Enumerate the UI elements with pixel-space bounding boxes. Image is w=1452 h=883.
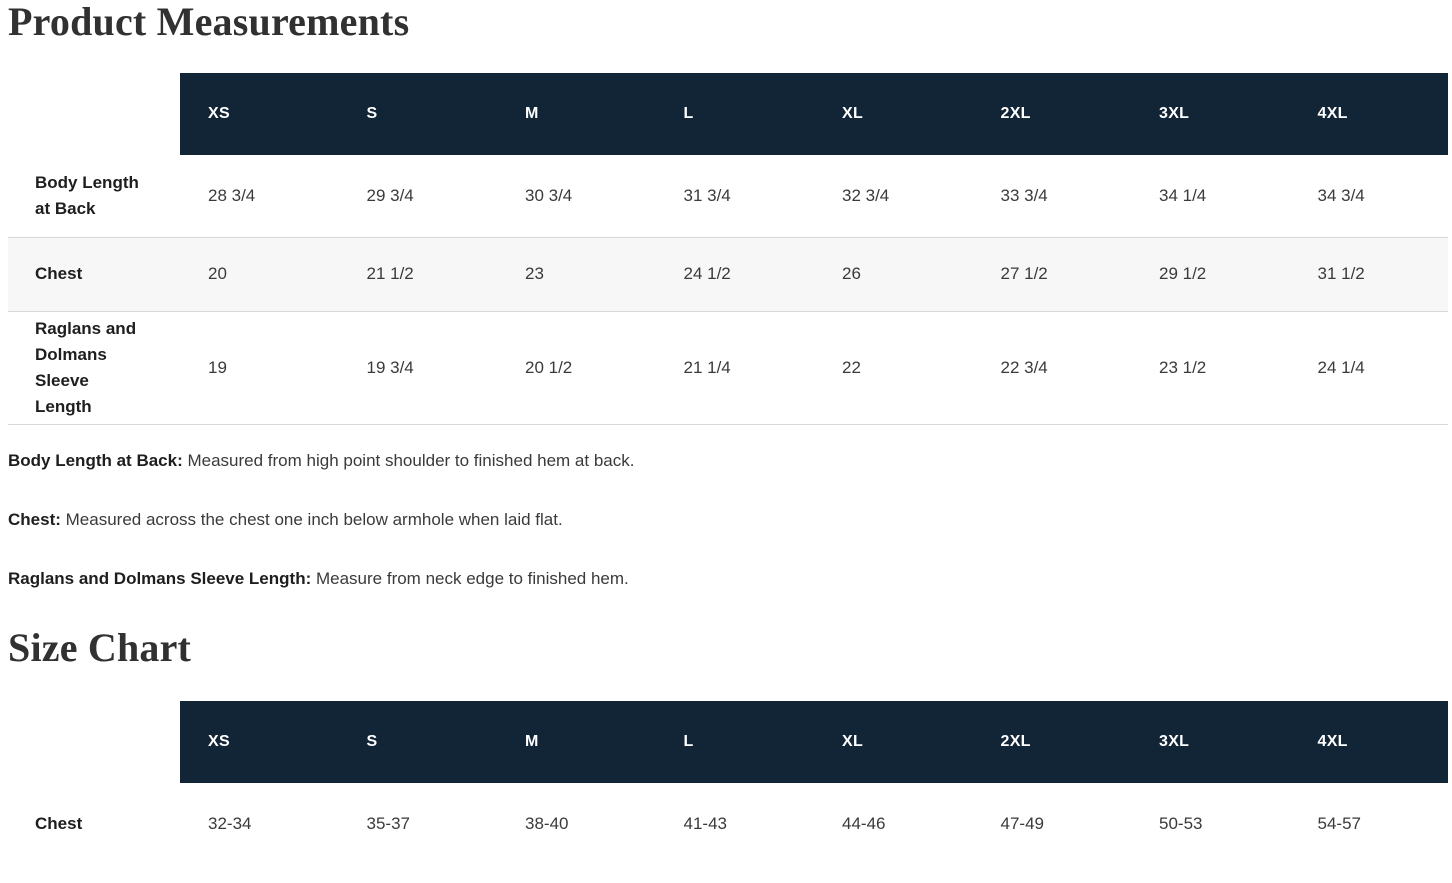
table-row-body-length-at-back: Body Length at Back 28 3/4 29 3/4 30 3/4… [8, 155, 1448, 237]
row-label: Raglans and Dolmans Sleeve Length [8, 311, 180, 425]
measurement-cell: 21 1/2 [338, 236, 497, 312]
measurement-cell: 24 1/2 [655, 236, 814, 312]
measurement-cell: 19 [180, 311, 339, 425]
size-column-header-xs: XS [180, 700, 339, 783]
table-row-chest-range: Chest 32-34 35-37 38-40 41-43 44-46 47-4… [8, 783, 1448, 865]
size-range-cell: 32-34 [208, 813, 252, 833]
measurement-cell: 20 1/2 [497, 311, 656, 425]
size-column-header-2xl: 2XL [972, 700, 1131, 783]
size-column-header-2xl: 2XL [972, 73, 1131, 155]
product-measurements-table: XS S M L XL 2XL 3XL 4XL Body Length at B… [8, 73, 1448, 425]
row-label: Chest [8, 236, 180, 312]
table-row-raglans-dolmans-sleeve-length: Raglans and Dolmans Sleeve Length 19 19 … [8, 311, 1448, 425]
size-range-cell: 41-43 [683, 813, 727, 833]
measurement-cell: 21 1/4 [655, 311, 814, 425]
size-column-header-s: S [338, 73, 497, 155]
note-body-length-at-back: Body Length at Back: Measured from high … [8, 449, 1452, 473]
size-column-header-s: S [338, 700, 497, 783]
table-row-chest: Chest 20 21 1/2 23 24 1/2 26 27 1/2 29 1… [8, 236, 1448, 312]
note-definition: Measured across the chest one inch below… [65, 509, 563, 529]
size-column-header-3xl: 3XL [1131, 700, 1290, 783]
measurement-cell: 26 [814, 236, 973, 312]
row-label: Chest [35, 813, 83, 833]
size-column-header-4xl: 4XL [1289, 700, 1448, 783]
measurement-cell: 29 3/4 [366, 185, 414, 205]
measurement-cell: 23 1/2 [1131, 311, 1290, 425]
size-range-cell: 44-46 [842, 813, 886, 833]
product-measurements-section: Product Measurements XS S M L XL 2XL 3XL… [8, 0, 1452, 591]
measurement-cell: 30 3/4 [525, 185, 573, 205]
measurement-cell: 24 1/4 [1289, 311, 1448, 425]
measurement-cell: 33 3/4 [1000, 185, 1048, 205]
measurement-cell: 19 3/4 [338, 311, 497, 425]
size-column-header-3xl: 3XL [1131, 73, 1290, 155]
measurement-cell: 23 [497, 236, 656, 312]
size-header-row: XS S M L XL 2XL 3XL 4XL [8, 700, 1448, 783]
size-column-header-xs: XS [180, 73, 339, 155]
note-term: Raglans and Dolmans Sleeve Length: [8, 568, 312, 588]
measurement-cell: 32 3/4 [842, 185, 890, 205]
size-column-header-l: L [655, 73, 814, 155]
product-measurements-title: Product Measurements [8, 0, 410, 44]
measurement-cell: 27 1/2 [972, 236, 1131, 312]
note-definition: Measured from high point shoulder to fin… [187, 450, 635, 470]
measurement-cell: 29 1/2 [1131, 236, 1290, 312]
size-range-cell: 50-53 [1159, 813, 1203, 833]
size-column-header-xl: XL [814, 73, 973, 155]
measurement-cell: 20 [180, 236, 339, 312]
measurement-cell: 34 1/4 [1159, 185, 1207, 205]
size-column-header-4xl: 4XL [1289, 73, 1448, 155]
note-definition: Measure from neck edge to finished hem. [315, 568, 629, 588]
measurement-cell: 31 1/2 [1289, 236, 1448, 312]
header-corner-cell [8, 700, 180, 783]
size-column-header-xl: XL [814, 700, 973, 783]
note-term: Body Length at Back: [8, 450, 183, 470]
size-guide-page: Product Measurements XS S M L XL 2XL 3XL… [0, 0, 1452, 865]
measurement-cell: 34 3/4 [1317, 185, 1365, 205]
note-raglans-dolmans-sleeve-length: Raglans and Dolmans Sleeve Length: Measu… [8, 567, 1452, 591]
size-chart-section: Size Chart XS S M L XL 2XL 3XL 4XL [0, 624, 1452, 865]
size-range-cell: 35-37 [366, 813, 410, 833]
measurement-notes: Body Length at Back: Measured from high … [8, 449, 1452, 591]
header-corner-cell [8, 73, 180, 155]
size-range-cell: 54-57 [1317, 813, 1361, 833]
size-column-header-m: M [497, 73, 656, 155]
size-column-header-m: M [497, 700, 656, 783]
size-range-cell: 47-49 [1000, 813, 1044, 833]
note-term: Chest: [8, 509, 61, 529]
size-range-cell: 38-40 [525, 813, 569, 833]
measurement-cell: 22 3/4 [972, 311, 1131, 425]
size-chart-title: Size Chart [8, 624, 192, 670]
row-label: Body Length at Back [35, 172, 139, 218]
size-column-header-l: L [655, 700, 814, 783]
measurement-cell: 31 3/4 [683, 185, 731, 205]
measurement-cell: 22 [814, 311, 973, 425]
measurement-cell: 28 3/4 [208, 185, 256, 205]
size-header-row: XS S M L XL 2XL 3XL 4XL [8, 73, 1448, 155]
size-chart-table: XS S M L XL 2XL 3XL 4XL Chest 32-34 35-3… [8, 700, 1448, 865]
note-chest: Chest: Measured across the chest one inc… [8, 508, 1452, 532]
